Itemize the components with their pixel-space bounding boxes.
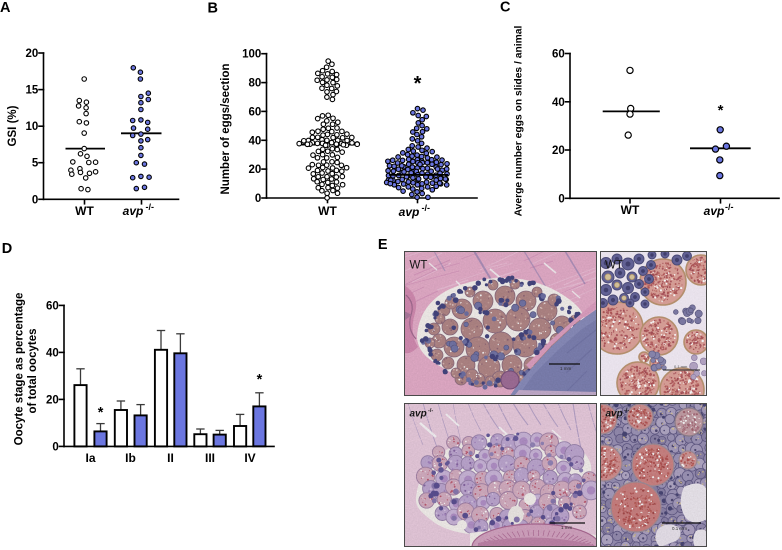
svg-text:60: 60 <box>46 300 59 312</box>
svg-text:WT: WT <box>75 204 94 218</box>
svg-text:20: 20 <box>552 145 565 157</box>
svg-text:D: D <box>2 241 12 257</box>
svg-text:Ia: Ia <box>85 451 95 465</box>
svg-text:80: 80 <box>249 78 262 90</box>
svg-text:5: 5 <box>32 158 39 170</box>
svg-text:-/-: -/- <box>428 408 433 414</box>
svg-text:0: 0 <box>255 193 261 205</box>
svg-text:Oocyte stage as percentage: Oocyte stage as percentage <box>14 293 26 446</box>
svg-text:WT: WT <box>318 204 337 218</box>
svg-text:20: 20 <box>46 394 59 406</box>
svg-text:II: II <box>167 451 174 465</box>
svg-text:15: 15 <box>26 85 39 97</box>
svg-text:IV: IV <box>244 451 255 465</box>
svg-text:-/-: -/- <box>725 202 734 212</box>
svg-text:40: 40 <box>46 347 59 359</box>
svg-text:C: C <box>500 0 511 16</box>
svg-text:Ib: Ib <box>125 451 136 465</box>
svg-text:-/-: -/- <box>146 202 155 212</box>
svg-text:*: * <box>257 372 263 388</box>
svg-text:of total oocytes: of total oocytes <box>27 329 39 414</box>
svg-text:E: E <box>378 237 388 253</box>
svg-text:100: 100 <box>242 49 261 61</box>
svg-text:*: * <box>414 73 422 95</box>
svg-text:40: 40 <box>552 97 565 109</box>
svg-text:10: 10 <box>26 121 39 133</box>
svg-text:III: III <box>205 451 215 465</box>
svg-text:60: 60 <box>249 106 262 118</box>
svg-text:*: * <box>98 405 104 421</box>
svg-text:20: 20 <box>26 48 39 60</box>
svg-text:40: 40 <box>249 135 262 147</box>
svg-text:B: B <box>208 1 218 17</box>
svg-text:A: A <box>0 0 11 16</box>
svg-text:Number of eggs/section: Number of eggs/section <box>220 64 232 195</box>
svg-text:avp: avp <box>410 409 427 420</box>
svg-text:avp: avp <box>123 204 144 218</box>
svg-text:GSI (%): GSI (%) <box>7 105 19 146</box>
svg-text:WT: WT <box>605 260 623 272</box>
svg-text:WT: WT <box>621 203 640 217</box>
svg-text:-/-: -/- <box>422 203 431 213</box>
svg-text:20: 20 <box>249 164 262 176</box>
svg-text:*: * <box>718 102 724 119</box>
svg-text:avp: avp <box>704 204 725 218</box>
svg-text:0: 0 <box>558 193 564 205</box>
svg-text:WT: WT <box>410 260 428 272</box>
svg-text:Averge number eggs on slides /: Averge number eggs on slides / animal <box>514 25 525 216</box>
svg-text:0: 0 <box>52 441 58 453</box>
svg-text:0: 0 <box>32 194 38 206</box>
svg-text:avp: avp <box>399 205 420 219</box>
svg-text:60: 60 <box>552 49 565 61</box>
